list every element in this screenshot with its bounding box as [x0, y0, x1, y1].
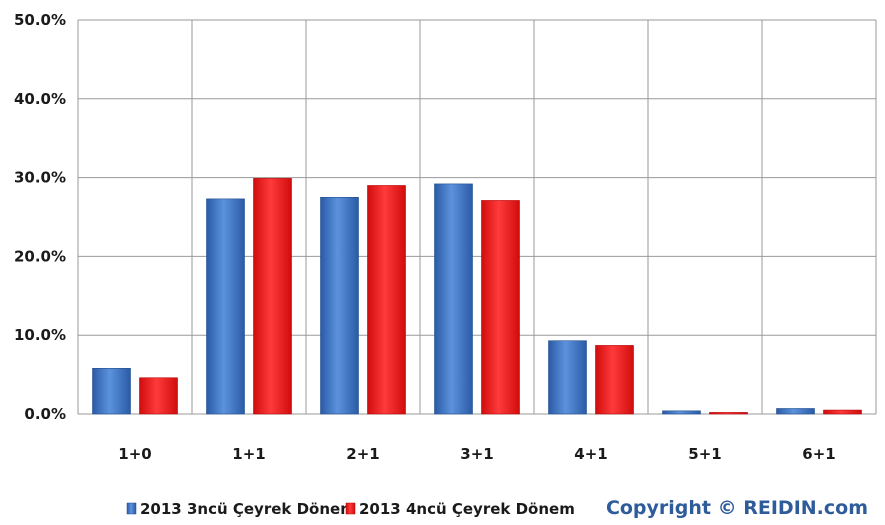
y-tick-label: 0.0% — [24, 405, 66, 423]
legend: 2013 3ncü Çeyrek Dönem 2013 4ncü Çeyrek D… — [126, 500, 575, 518]
y-tick-label: 20.0% — [14, 247, 66, 265]
bar-q3-1+1 — [206, 198, 245, 415]
bar-q4-2+1 — [367, 185, 406, 415]
copyright-text: Copyright © REIDIN.com — [606, 497, 868, 519]
bar-q4-3+1 — [481, 200, 520, 415]
bar-q3-3+1 — [434, 183, 473, 415]
bar-q3-1+0 — [92, 367, 131, 415]
bar-q3-5+1 — [662, 410, 701, 415]
bars — [92, 178, 862, 415]
x-tick-label: 2+1 — [346, 445, 379, 463]
bar-q3-2+1 — [320, 197, 359, 415]
bar-q4-4+1 — [595, 345, 634, 415]
legend-label: 2013 3ncü Çeyrek Dönem — [140, 500, 356, 518]
bar-q4-5+1 — [709, 412, 748, 415]
legend-swatch — [126, 502, 137, 515]
bar-q4-1+0 — [139, 377, 178, 415]
bar-q4-1+1 — [253, 178, 292, 415]
legend-swatch — [345, 502, 356, 515]
y-tick-label: 50.0% — [14, 11, 66, 29]
legend-label: 2013 4ncü Çeyrek Dönem — [359, 500, 575, 518]
y-tick-label: 40.0% — [14, 90, 66, 108]
bar-q4-6+1 — [823, 409, 862, 415]
x-tick-label: 5+1 — [688, 445, 721, 463]
x-tick-label: 6+1 — [802, 445, 835, 463]
x-tick-label: 3+1 — [460, 445, 493, 463]
grid-lines — [77, 19, 877, 415]
x-tick-label: 4+1 — [574, 445, 607, 463]
bar-q3-6+1 — [776, 408, 815, 415]
bar-q3-4+1 — [548, 340, 587, 415]
axes: 0.0% 10.0% 20.0% 30.0% 40.0% 50.0% 1+0 1+1 2+1 3+… — [14, 11, 836, 463]
x-tick-label: 1+1 — [232, 445, 265, 463]
y-tick-label: 30.0% — [14, 169, 66, 187]
x-tick-label: 1+0 — [118, 445, 151, 463]
y-tick-label: 10.0% — [14, 326, 66, 344]
